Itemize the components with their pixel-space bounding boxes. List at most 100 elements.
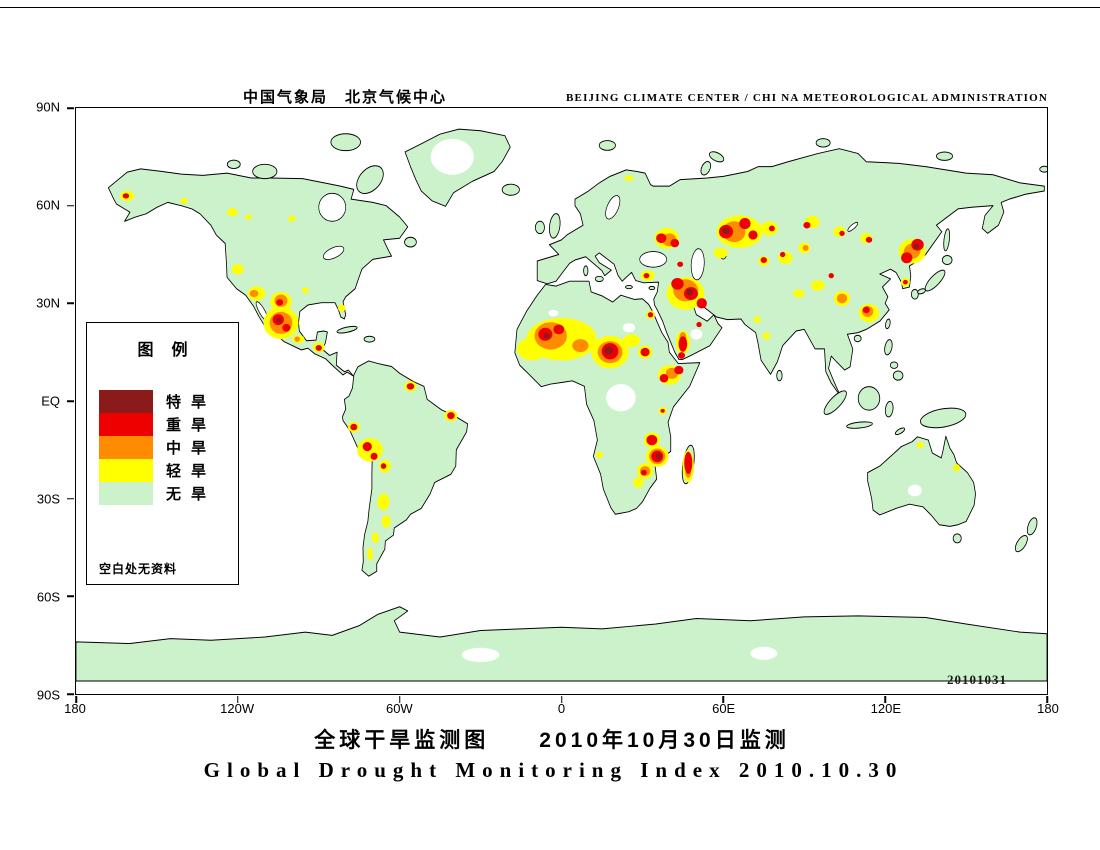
drought-spot-severe [678, 352, 686, 359]
lon-tick [560, 696, 563, 703]
antarctica [76, 606, 1047, 682]
lon-label: 180 [1037, 701, 1059, 716]
lon-label: 60W [385, 701, 413, 716]
lat-label: 30S [36, 491, 60, 507]
drought-spot-light [762, 332, 771, 340]
baffin-island [356, 165, 384, 194]
drought-spot-severe [660, 408, 665, 413]
drought-spot-nodata [548, 309, 559, 317]
drought-spot-severe [282, 323, 291, 332]
drought-spot-severe [779, 251, 786, 258]
drought-spot-severe [902, 279, 908, 285]
drought-spot-severe [671, 277, 684, 290]
new-guinea [920, 407, 967, 429]
drought-spot-light [624, 175, 634, 181]
crete [625, 284, 633, 290]
drought-spot-light [288, 215, 296, 222]
lat-tick [67, 302, 74, 305]
drought-spot-medium [572, 339, 589, 353]
lon-label: 0 [557, 701, 566, 716]
lon-tick [884, 696, 886, 703]
drought-spot-medium [294, 336, 300, 342]
drought-spot-severe [122, 193, 130, 199]
visayas [889, 361, 899, 369]
lat-label: 30N [36, 295, 60, 311]
novaya-zemlya-south [700, 160, 712, 176]
legend-label: 特旱 [166, 394, 217, 411]
drought-spot-medium [802, 245, 809, 251]
novaya-zemlya-north [708, 151, 725, 163]
lat-label: 60N [36, 197, 60, 213]
lat-label: 90S [36, 687, 60, 703]
drought-spot-severe [640, 347, 650, 357]
lat-label: 90N [36, 99, 60, 115]
drought-spot-light [595, 451, 603, 458]
sardinia [583, 265, 589, 277]
legend-item: 无旱 [99, 482, 238, 505]
drought-spot-severe [370, 452, 378, 460]
drought-spot-severe [659, 373, 669, 383]
sumatra [823, 390, 847, 415]
legend-label: 无旱 [166, 486, 217, 503]
header-english: BEIJING CLIMATE CENTER / CHI NA METEOROL… [566, 92, 1048, 104]
legend-swatch [99, 390, 153, 413]
legend-swatch [99, 482, 153, 505]
drought-spot-severe [350, 423, 358, 431]
sri-lanka [776, 369, 783, 382]
drought-spot-light [793, 289, 805, 298]
iceland [501, 183, 520, 196]
hokkaido [941, 254, 953, 266]
lat-tick [67, 400, 74, 402]
map-datestamp: 20101031 [947, 672, 1007, 687]
hainan [853, 334, 862, 343]
drought-spot-severe [748, 230, 758, 240]
drought-spot-nodata [461, 647, 500, 663]
great-britain [549, 213, 561, 239]
great-lakes [323, 245, 345, 260]
lat-tick [67, 595, 74, 598]
drought-spot-light [953, 464, 961, 472]
drought-spot-severe [670, 238, 680, 248]
longitude-axis: 180 120W 60W 0 60E 120E 180 [64, 699, 1059, 719]
lon-tick [398, 696, 401, 703]
drought-spot-severe [696, 321, 702, 328]
shikoku [917, 288, 926, 295]
drought-spot-severe [768, 225, 775, 232]
drought-spot-light [810, 280, 825, 291]
borneo [857, 386, 881, 411]
severnaya-zemlya [815, 138, 831, 148]
tasmania [952, 533, 962, 544]
drought-spot-nodata [606, 384, 636, 412]
legend-item: 重旱 [99, 413, 238, 436]
caspian-sea [690, 248, 705, 281]
drought-spot-severe [380, 463, 387, 470]
legend-item: 中旱 [99, 436, 238, 459]
drought-spot-nodata [622, 323, 636, 333]
drought-spot-light [227, 208, 238, 217]
drought-spot-severe [696, 298, 707, 309]
lake-baikal [847, 221, 859, 232]
drought-spot-extreme [913, 243, 919, 249]
drought-spot-severe [640, 469, 647, 476]
lakes-and-seas [255, 192, 859, 322]
luzon [884, 339, 893, 356]
drought-spot-severe [646, 434, 658, 446]
sulawesi [884, 400, 894, 418]
kyushu [910, 288, 919, 300]
drought-spot-light [622, 334, 641, 348]
lon-label: 60E [712, 701, 736, 716]
legend-item: 轻旱 [99, 459, 238, 482]
eurasia [536, 148, 1045, 397]
honshu [924, 269, 946, 292]
drought-spot-light [713, 247, 728, 259]
drought-spot-light [381, 515, 391, 528]
lon-tick [237, 696, 239, 703]
drought-shading [120, 138, 961, 663]
lat-tick [67, 693, 74, 695]
world-map-svg [76, 128, 1047, 682]
drought-spot-severe [684, 451, 693, 474]
drought-spot-severe [315, 345, 322, 351]
drought-spot-severe [678, 336, 688, 352]
legend-swatch [99, 459, 153, 482]
